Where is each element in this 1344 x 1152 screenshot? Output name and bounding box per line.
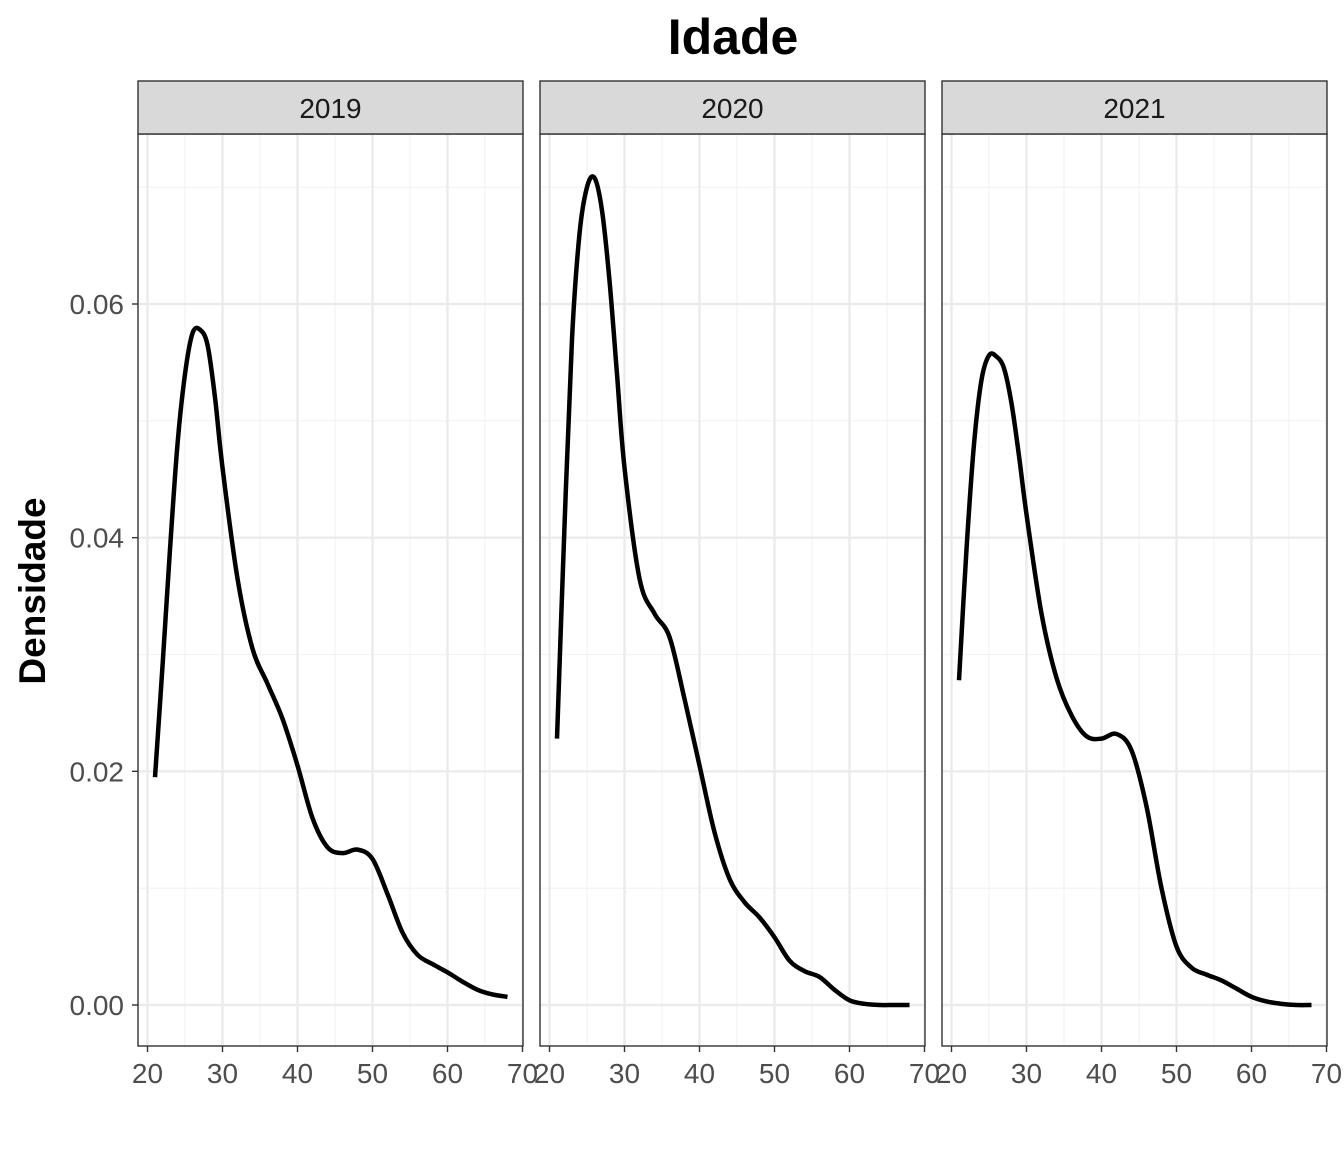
density-line-2021 <box>956 351 1312 1008</box>
x-tick-label: 20 <box>534 1058 565 1089</box>
x-tick-label: 20 <box>132 1058 163 1089</box>
y-axis-label: Densidade <box>12 497 53 684</box>
y-tick-label: 0.02 <box>70 756 125 787</box>
x-tick-label: 40 <box>684 1058 715 1089</box>
panel-background <box>540 134 925 1046</box>
x-tick-label: 40 <box>282 1058 313 1089</box>
x-tick-label: 30 <box>1011 1058 1042 1089</box>
x-tick-label: 50 <box>1161 1058 1192 1089</box>
x-tick-label: 30 <box>207 1058 238 1089</box>
chart-title: Idade <box>668 9 799 65</box>
x-tick-label: 20 <box>936 1058 967 1089</box>
panel-background <box>942 134 1327 1046</box>
panel-background <box>138 134 523 1046</box>
x-tick-label: 30 <box>609 1058 640 1089</box>
facet-strip-label: 2021 <box>1103 93 1165 124</box>
density-line-2019 <box>152 325 508 1000</box>
x-tick-label: 50 <box>759 1058 790 1089</box>
y-tick-label: 0.06 <box>70 289 125 320</box>
x-tick-label: 60 <box>834 1058 865 1089</box>
y-tick-label: 0.00 <box>70 990 125 1021</box>
facet-strip-label: 2020 <box>701 93 763 124</box>
x-tick-label: 60 <box>432 1058 463 1089</box>
facet-strip <box>137 80 524 135</box>
facet-strip-label: 2019 <box>299 93 361 124</box>
facet-strip <box>941 80 1328 135</box>
x-tick-label: 40 <box>1086 1058 1117 1089</box>
y-tick-label: 0.04 <box>70 523 125 554</box>
x-tick-label: 50 <box>357 1058 388 1089</box>
density-line-2020 <box>554 174 910 1008</box>
x-tick-label: 70 <box>1311 1058 1342 1089</box>
facet-panel-2021: 2021 20 30 40 50 60 70 <box>936 80 1342 1089</box>
facet-strip <box>539 80 926 135</box>
x-tick-label: 70 <box>507 1058 538 1089</box>
x-tick-label: 60 <box>1236 1058 1267 1089</box>
x-tick-label: 70 <box>909 1058 940 1089</box>
y-axis: 0.00 0.02 0.04 0.06 <box>70 289 138 1021</box>
facet-panel-2019: 2019 20 30 40 50 60 70 <box>132 80 538 1089</box>
